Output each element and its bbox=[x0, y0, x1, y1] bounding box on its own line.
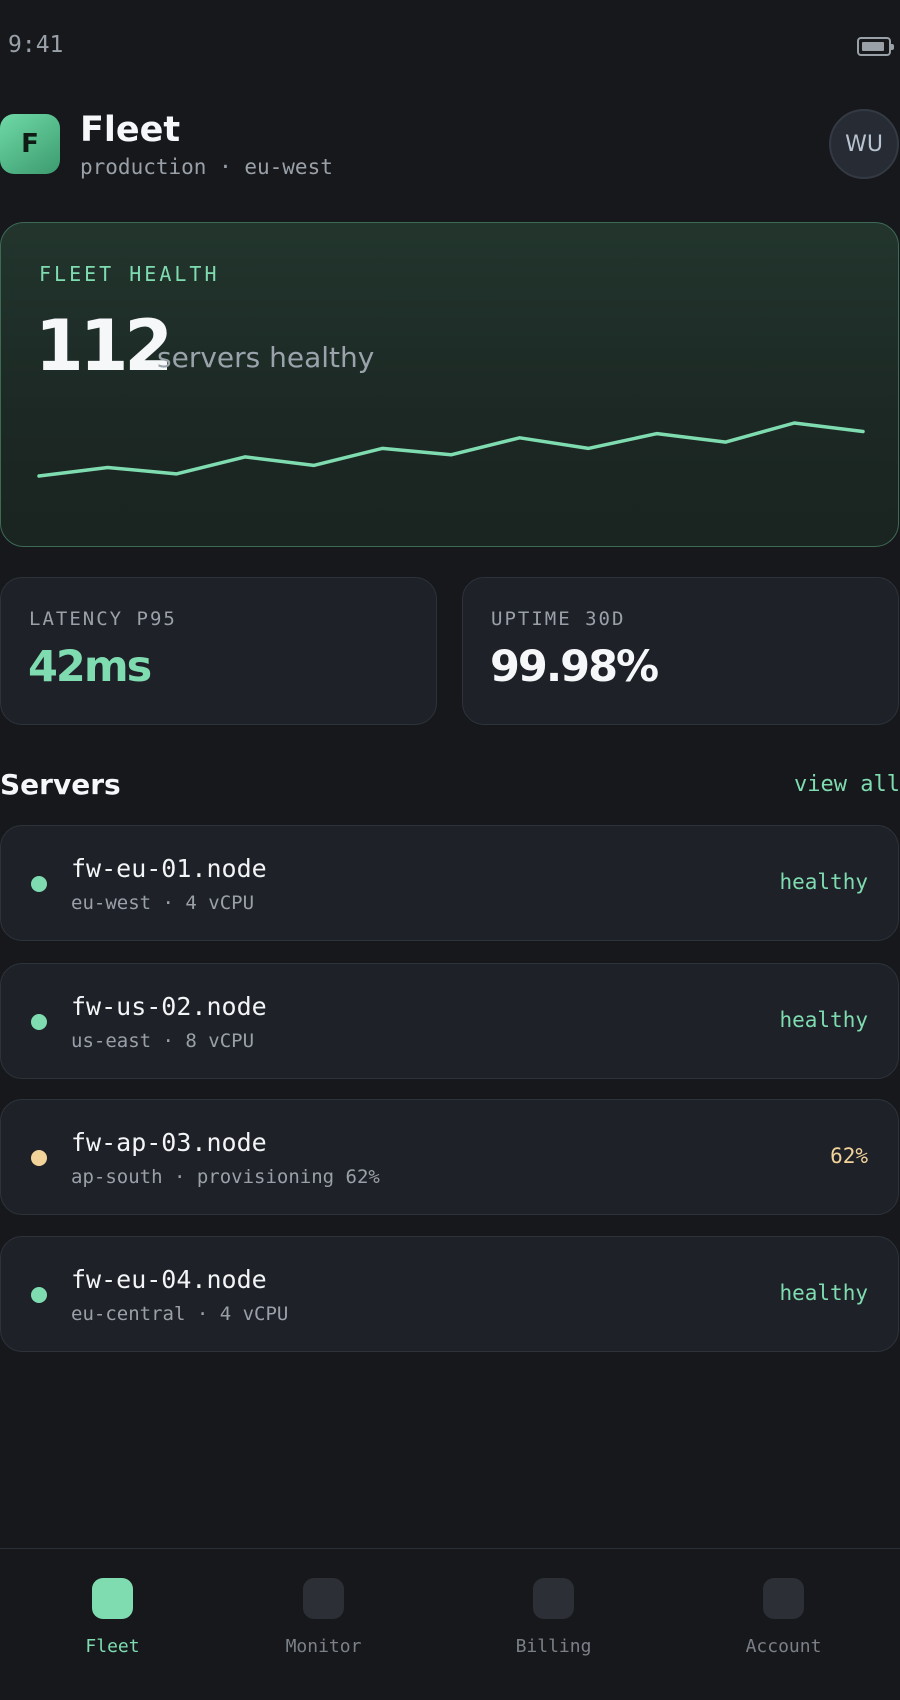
bottom-nav: Fleet Monitor Billing Account bbox=[0, 1548, 900, 1700]
app-logo: F bbox=[0, 114, 60, 174]
nav-item-monitor[interactable]: Monitor bbox=[211, 1549, 436, 1700]
status-dot bbox=[31, 876, 47, 892]
nav-label: Account bbox=[745, 1636, 822, 1657]
server-name: fw-us-02.node bbox=[71, 992, 267, 1021]
health-sparkline bbox=[37, 421, 865, 478]
server-row[interactable]: fw-ap-03.node ap-south · provisioning 62… bbox=[0, 1099, 899, 1215]
environment-subtitle: production · eu-west bbox=[80, 155, 333, 179]
server-status: 62% bbox=[830, 1144, 868, 1168]
server-row[interactable]: fw-eu-01.node eu-west · 4 vCPU healthy bbox=[0, 825, 899, 941]
status-time: 9:41 bbox=[8, 32, 64, 58]
page-title: Fleet bbox=[80, 110, 181, 150]
avatar[interactable]: WU bbox=[829, 109, 899, 179]
server-row[interactable]: fw-eu-04.node eu-central · 4 vCPU health… bbox=[0, 1236, 899, 1352]
fleet-health-card[interactable]: FLEET HEALTH 112 servers healthy bbox=[0, 222, 899, 547]
monitor-icon bbox=[303, 1578, 344, 1619]
fleet-health-unit: servers healthy bbox=[157, 341, 375, 374]
server-meta: eu-central · 4 vCPU bbox=[71, 1303, 289, 1325]
latency-value: 42ms bbox=[28, 642, 152, 692]
uptime-card[interactable]: UPTIME 30D 99.98% bbox=[462, 577, 899, 725]
billing-icon bbox=[533, 1578, 574, 1619]
server-name: fw-ap-03.node bbox=[71, 1128, 267, 1157]
nav-item-billing[interactable]: Billing bbox=[441, 1549, 666, 1700]
fleet-icon bbox=[92, 1578, 133, 1619]
sparkline-path bbox=[37, 421, 865, 478]
servers-heading: Servers bbox=[0, 768, 121, 801]
account-icon bbox=[763, 1578, 804, 1619]
status-dot bbox=[31, 1014, 47, 1030]
server-name: fw-eu-01.node bbox=[71, 854, 267, 883]
latency-label: LATENCY P95 bbox=[29, 608, 177, 630]
latency-card[interactable]: LATENCY P95 42ms bbox=[0, 577, 437, 725]
uptime-value: 99.98% bbox=[490, 642, 659, 692]
server-meta: ap-south · provisioning 62% bbox=[71, 1166, 380, 1188]
server-status: healthy bbox=[779, 1281, 868, 1305]
nav-item-account[interactable]: Account bbox=[671, 1549, 896, 1700]
nav-label: Fleet bbox=[85, 1636, 140, 1657]
server-meta: us-east · 8 vCPU bbox=[71, 1030, 255, 1052]
server-status: healthy bbox=[779, 870, 868, 894]
server-status: healthy bbox=[779, 1008, 868, 1032]
server-name: fw-eu-04.node bbox=[71, 1265, 267, 1294]
nav-label: Monitor bbox=[285, 1636, 362, 1657]
nav-item-fleet[interactable]: Fleet bbox=[0, 1549, 225, 1700]
fleet-health-value: 112 bbox=[35, 305, 173, 387]
fleet-health-label: FLEET HEALTH bbox=[39, 262, 220, 286]
uptime-label: UPTIME 30D bbox=[491, 608, 626, 630]
view-all-link[interactable]: view all bbox=[794, 772, 900, 797]
status-dot bbox=[31, 1287, 47, 1303]
status-dot bbox=[31, 1150, 47, 1166]
battery-icon bbox=[857, 37, 894, 56]
nav-label: Billing bbox=[515, 1636, 592, 1657]
server-meta: eu-west · 4 vCPU bbox=[71, 892, 255, 914]
server-row[interactable]: fw-us-02.node us-east · 8 vCPU healthy bbox=[0, 963, 899, 1079]
